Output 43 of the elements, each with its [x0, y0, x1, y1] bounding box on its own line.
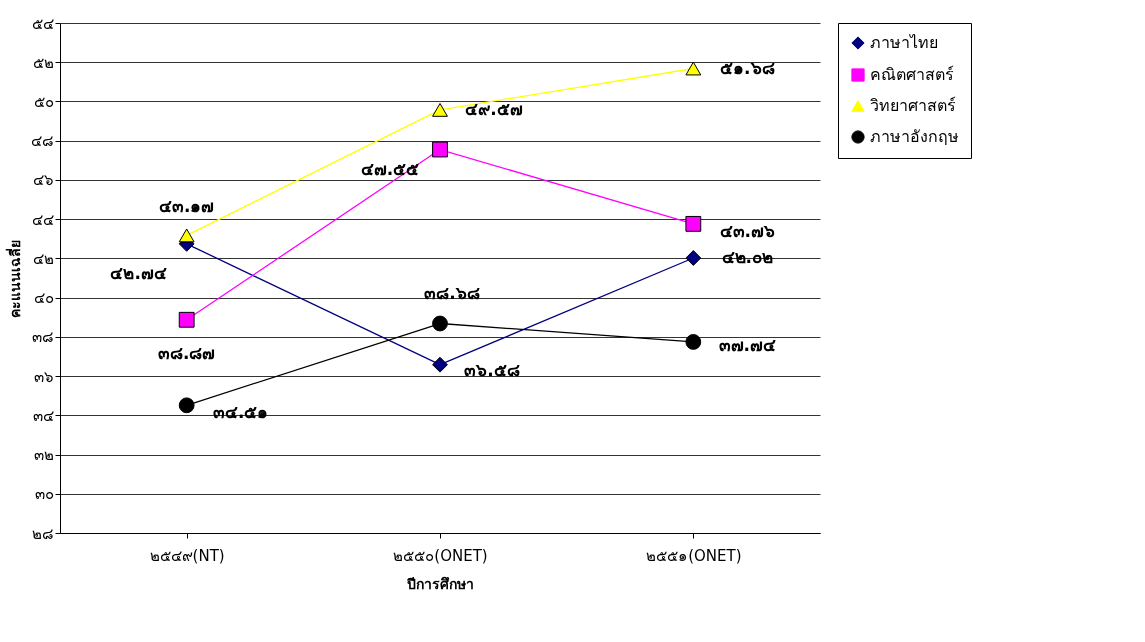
- data-label: ๓๗.๗๔: [718, 334, 777, 355]
- point: [178, 228, 195, 243]
- y-tick-label: ๕๐: [33, 92, 54, 111]
- y-tick-label: ๓๔: [32, 406, 54, 425]
- data-label: ๓๘.๘๗: [157, 342, 216, 363]
- point: [432, 102, 448, 117]
- y-tick-label: ๕๒: [32, 53, 54, 72]
- y-tick-label: ๔๒: [32, 249, 54, 268]
- y-tick-label: ๔๘: [30, 132, 54, 151]
- point: [685, 61, 702, 76]
- y-axis-title: คะแนนเฉลี่ย: [4, 239, 23, 318]
- y-tick-label: ๓๘: [31, 328, 54, 347]
- y-tick-label: ๒๘: [31, 524, 54, 543]
- legend-label: วิทยาศาสตร์: [870, 96, 956, 115]
- point: [685, 250, 702, 266]
- point: [685, 334, 702, 350]
- data-label: ๕๑.๖๘: [720, 57, 775, 78]
- y-tick-label: ๓๒: [33, 446, 54, 465]
- point: [432, 356, 448, 373]
- point: [178, 397, 195, 414]
- legend-label: ภาษาไทย: [870, 33, 938, 52]
- y-tick-label: ๔๐: [33, 289, 54, 308]
- point: [432, 315, 448, 332]
- y-tick-label: ๓๖: [33, 367, 54, 386]
- data-label: ๔๙.๕๗: [465, 98, 523, 119]
- x-tick-label: ๒๕๕๑(ONET): [646, 546, 742, 565]
- data-label: ๔๓.๑๗: [158, 196, 215, 217]
- x-tick-label: ๒๕๕๐(ONET): [393, 546, 488, 565]
- y-tick-label: ๔๔: [31, 210, 54, 229]
- data-label: ๔๓.๗๖: [719, 220, 776, 241]
- legend-label: คณิตศาสตร์: [870, 65, 954, 84]
- y-tick-label: ๔๖: [32, 171, 54, 190]
- point: [685, 215, 702, 232]
- x-tick-label: ๒๕๔๙(NT): [149, 546, 225, 565]
- y-tick-label: ๓๐: [34, 485, 54, 504]
- point: [432, 141, 448, 158]
- legend-label: ภาษาอังกฤษ: [870, 127, 959, 146]
- data-label: ๔๒.๗๔: [110, 262, 167, 283]
- y-tick-label: ๕๔: [31, 14, 54, 33]
- data-label: ๓๘.๖๘: [424, 282, 480, 303]
- data-label: ๓๖.๕๘: [464, 359, 520, 380]
- point: [178, 311, 195, 328]
- x-axis-title: ปีการศึกษา: [406, 575, 474, 592]
